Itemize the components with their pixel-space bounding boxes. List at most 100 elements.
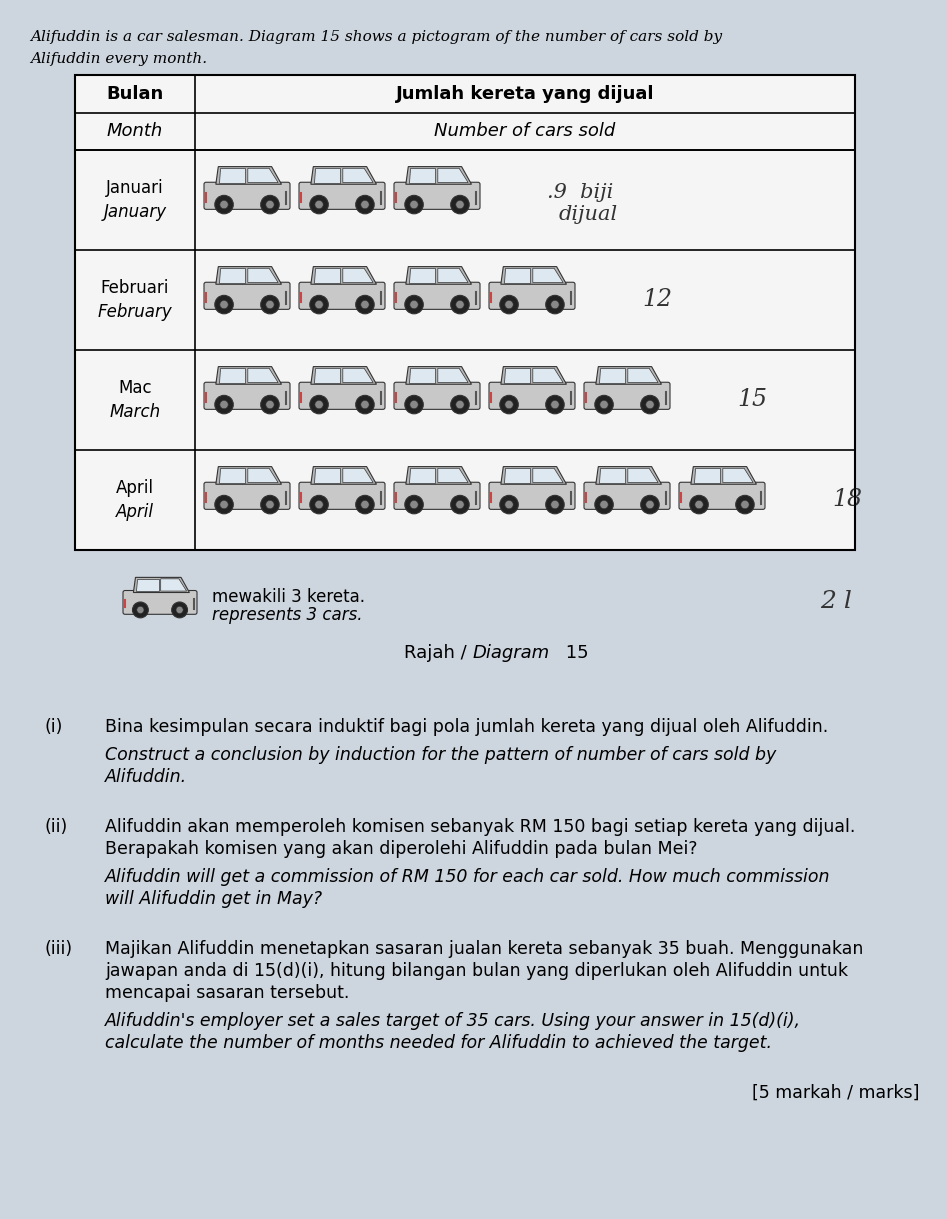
Text: April: April [116,503,154,521]
Circle shape [451,395,469,413]
FancyBboxPatch shape [299,283,385,310]
Circle shape [361,200,369,208]
FancyBboxPatch shape [584,483,670,510]
FancyBboxPatch shape [489,383,575,410]
Circle shape [310,495,329,514]
Circle shape [215,395,233,413]
Polygon shape [691,467,757,484]
Text: Alifuddin.: Alifuddin. [105,768,188,786]
Circle shape [260,395,279,413]
Circle shape [646,501,654,508]
Polygon shape [694,468,721,483]
Polygon shape [219,268,245,283]
FancyBboxPatch shape [204,183,290,210]
FancyBboxPatch shape [394,483,480,510]
Circle shape [315,200,323,208]
Circle shape [410,300,419,308]
Circle shape [410,400,419,408]
Polygon shape [216,467,281,484]
FancyBboxPatch shape [394,183,480,210]
Polygon shape [311,367,377,384]
Text: April: April [116,479,154,497]
Polygon shape [311,167,377,184]
FancyBboxPatch shape [75,76,855,550]
Circle shape [315,300,323,308]
Circle shape [404,495,423,514]
Circle shape [500,295,518,313]
Polygon shape [599,468,625,483]
Polygon shape [501,367,566,384]
Text: mencapai sasaran tersebut.: mencapai sasaran tersebut. [105,984,349,1002]
FancyBboxPatch shape [123,590,197,614]
Circle shape [220,200,228,208]
Polygon shape [343,468,373,483]
Polygon shape [409,168,436,183]
Text: 15: 15 [560,644,589,662]
Text: .9  biji: .9 biji [547,183,614,201]
Text: dijual: dijual [559,205,618,223]
Circle shape [695,501,704,508]
Polygon shape [406,367,472,384]
Text: Rajah /: Rajah / [404,644,473,662]
Circle shape [456,501,464,508]
Polygon shape [533,268,563,283]
Circle shape [741,501,749,508]
FancyBboxPatch shape [204,383,290,410]
Polygon shape [438,468,468,483]
Polygon shape [216,167,281,184]
Text: (ii): (ii) [45,818,68,836]
Circle shape [599,501,608,508]
FancyBboxPatch shape [299,383,385,410]
Text: Bina kesimpulan secara induktif bagi pola jumlah kereta yang dijual oleh Alifudd: Bina kesimpulan secara induktif bagi pol… [105,718,829,736]
Polygon shape [409,468,436,483]
Polygon shape [409,368,436,383]
Polygon shape [533,368,563,383]
Circle shape [310,395,329,413]
Text: Februari: Februari [100,279,170,297]
Circle shape [215,495,233,514]
Polygon shape [343,168,373,183]
Text: 18: 18 [832,489,862,512]
Polygon shape [161,579,187,591]
Polygon shape [248,168,278,183]
Circle shape [456,200,464,208]
Polygon shape [406,167,472,184]
Circle shape [266,300,274,308]
Circle shape [315,501,323,508]
Circle shape [215,295,233,313]
Text: will Alifuddin get in May?: will Alifuddin get in May? [105,890,322,908]
Text: Alifuddin every month.: Alifuddin every month. [30,52,207,66]
Circle shape [736,495,754,514]
Text: Month: Month [107,122,163,140]
Circle shape [361,400,369,408]
Polygon shape [409,268,436,283]
Circle shape [551,501,559,508]
Circle shape [133,602,149,618]
Circle shape [356,495,374,514]
Circle shape [315,400,323,408]
Circle shape [220,501,228,508]
Circle shape [356,395,374,413]
Text: (iii): (iii) [45,940,73,958]
Text: Majikan Alifuddin menetapkan sasaran jualan kereta sebanyak 35 buah. Menggunakan: Majikan Alifuddin menetapkan sasaran jua… [105,940,864,958]
Circle shape [266,501,274,508]
Polygon shape [216,367,281,384]
Text: Alifuddin will get a commission of RM 150 for each car sold. How much commission: Alifuddin will get a commission of RM 15… [105,868,831,886]
Polygon shape [438,168,468,183]
Circle shape [171,602,188,618]
Circle shape [646,400,654,408]
Text: Construct a conclusion by induction for the pattern of number of cars sold by: Construct a conclusion by induction for … [105,746,777,764]
Circle shape [176,606,183,613]
Text: Januari: Januari [106,179,164,197]
FancyBboxPatch shape [204,283,290,310]
Text: 12: 12 [642,289,672,312]
Circle shape [641,395,659,413]
Circle shape [260,195,279,213]
Circle shape [545,395,564,413]
Text: jawapan anda di 15(d)(i), hitung bilangan bulan yang diperlukan oleh Alifuddin u: jawapan anda di 15(d)(i), hitung bilanga… [105,962,848,980]
Polygon shape [596,467,661,484]
Text: Mac: Mac [118,379,152,397]
Circle shape [599,400,608,408]
Polygon shape [248,468,278,483]
Circle shape [404,195,423,213]
